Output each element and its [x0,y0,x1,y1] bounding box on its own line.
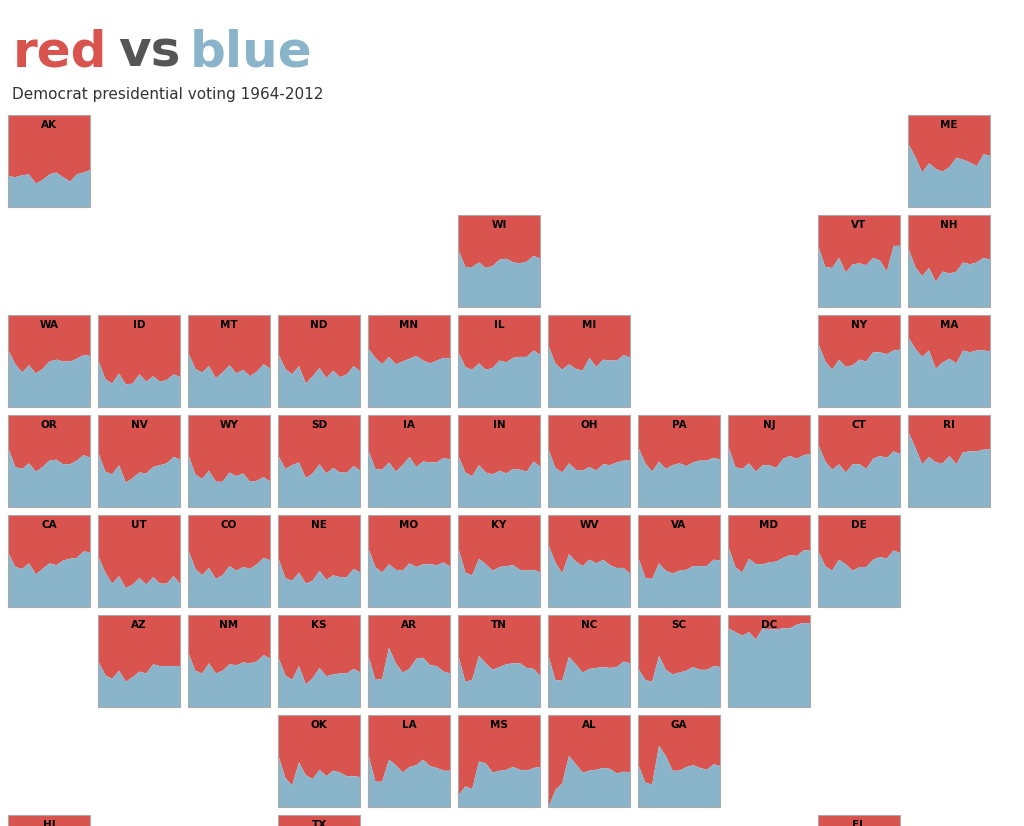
Text: PA: PA [672,420,686,430]
Text: blue: blue [189,29,312,77]
Text: CT: CT [852,420,866,430]
Text: WY: WY [219,420,239,430]
Text: WV: WV [580,520,599,529]
Text: NE: NE [311,520,327,529]
Text: AR: AR [401,620,417,629]
Text: ID: ID [133,320,145,330]
Text: red: red [12,29,106,77]
Text: DE: DE [851,520,867,529]
Text: CO: CO [221,520,238,529]
Text: IN: IN [493,420,505,430]
Text: AL: AL [582,719,596,729]
Text: KS: KS [311,620,327,629]
Text: FL: FL [852,819,866,826]
Text: WI: WI [492,220,507,230]
Text: KY: KY [492,520,507,529]
Text: AK: AK [41,120,57,130]
Text: NM: NM [219,620,239,629]
Text: VT: VT [851,220,866,230]
Text: OH: OH [581,420,598,430]
Text: TX: TX [311,819,327,826]
Text: NJ: NJ [763,420,775,430]
Text: DC: DC [761,620,777,629]
Text: SD: SD [311,420,327,430]
Text: MA: MA [940,320,958,330]
Text: WA: WA [40,320,58,330]
Text: NH: NH [940,220,957,230]
Text: IL: IL [494,320,504,330]
Text: OK: OK [310,719,328,729]
Text: OR: OR [41,420,57,430]
Text: TN: TN [490,620,507,629]
Text: HI: HI [43,819,55,826]
Text: NV: NV [131,420,147,430]
Text: LA: LA [401,719,417,729]
Text: ME: ME [940,120,957,130]
Text: GA: GA [671,719,687,729]
Text: MN: MN [399,320,419,330]
Text: MT: MT [220,320,238,330]
Text: MD: MD [760,520,778,529]
Text: NC: NC [581,620,597,629]
Text: MI: MI [582,320,596,330]
Text: RI: RI [943,420,955,430]
Text: MS: MS [490,719,508,729]
Text: NY: NY [851,320,867,330]
Text: vs: vs [118,29,180,77]
Text: SC: SC [672,620,686,629]
Text: Democrat presidential voting 1964-2012: Democrat presidential voting 1964-2012 [12,87,324,102]
Text: UT: UT [131,520,146,529]
Text: ND: ND [310,320,328,330]
Text: CA: CA [41,520,56,529]
Text: VA: VA [672,520,687,529]
Text: MO: MO [399,520,419,529]
Text: AZ: AZ [131,620,146,629]
Text: IA: IA [403,420,415,430]
